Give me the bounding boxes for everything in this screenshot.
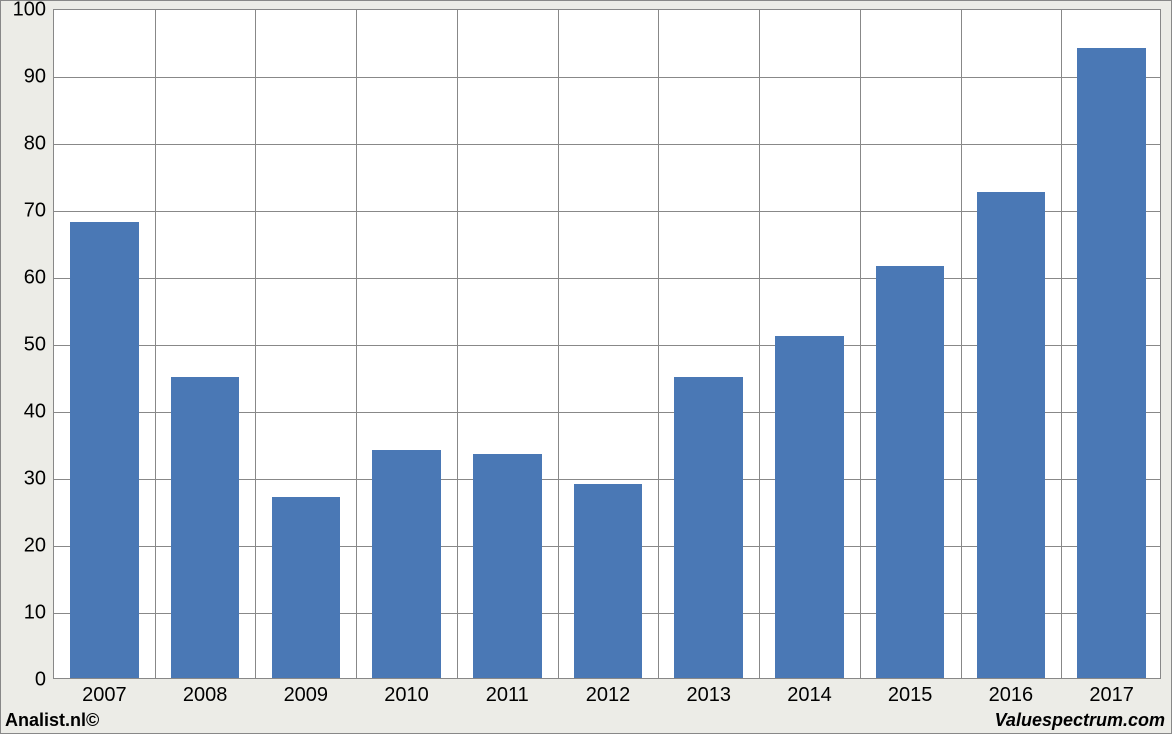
gridline-v bbox=[759, 10, 760, 678]
x-axis-label: 2013 bbox=[686, 678, 731, 707]
chart-frame: 0 10 20 30 40 50 60 70 80 90 100 2007 2008 2009 2010 20… bbox=[0, 0, 1172, 734]
bar bbox=[272, 497, 340, 678]
bar bbox=[977, 192, 1045, 678]
gridline-v bbox=[457, 10, 458, 678]
y-axis-label: 70 bbox=[24, 200, 54, 223]
x-axis-label: 2010 bbox=[384, 678, 429, 707]
y-axis-label: 20 bbox=[24, 535, 54, 558]
x-axis-label: 2008 bbox=[183, 678, 228, 707]
plot-area: 0102030405060708090100200720082009201020… bbox=[53, 9, 1161, 679]
x-axis-label: 2017 bbox=[1089, 678, 1134, 707]
x-axis-label: 2015 bbox=[888, 678, 933, 707]
bar bbox=[171, 377, 239, 679]
y-axis-label: 0 bbox=[35, 669, 54, 692]
gridline-v bbox=[860, 10, 861, 678]
bar bbox=[70, 222, 138, 678]
gridline-v bbox=[658, 10, 659, 678]
y-axis-label: 30 bbox=[24, 468, 54, 491]
credit-left: Analist.nl© bbox=[5, 710, 99, 731]
bar bbox=[574, 484, 642, 678]
gridline-v bbox=[356, 10, 357, 678]
y-axis-label: 80 bbox=[24, 133, 54, 156]
bar bbox=[876, 266, 944, 678]
gridline-h bbox=[54, 144, 1160, 145]
gridline-v bbox=[961, 10, 962, 678]
gridline-v bbox=[558, 10, 559, 678]
bar bbox=[1077, 48, 1145, 678]
x-axis-label: 2014 bbox=[787, 678, 832, 707]
y-axis-label: 40 bbox=[24, 401, 54, 424]
x-axis-label: 2009 bbox=[284, 678, 329, 707]
credit-right: Valuespectrum.com bbox=[995, 710, 1165, 731]
y-axis-label: 60 bbox=[24, 267, 54, 290]
y-axis-label: 10 bbox=[24, 602, 54, 625]
y-axis-label: 100 bbox=[13, 0, 54, 22]
gridline-v bbox=[155, 10, 156, 678]
bar bbox=[372, 450, 440, 678]
bar bbox=[775, 336, 843, 678]
gridline-h bbox=[54, 77, 1160, 78]
bar bbox=[674, 377, 742, 679]
x-axis-label: 2012 bbox=[586, 678, 631, 707]
bar bbox=[473, 454, 541, 678]
gridline-v bbox=[255, 10, 256, 678]
y-axis-label: 50 bbox=[24, 334, 54, 357]
gridline-v bbox=[1061, 10, 1062, 678]
x-axis-label: 2007 bbox=[82, 678, 127, 707]
x-axis-label: 2016 bbox=[989, 678, 1034, 707]
x-axis-label: 2011 bbox=[486, 678, 529, 707]
y-axis-label: 90 bbox=[24, 66, 54, 89]
